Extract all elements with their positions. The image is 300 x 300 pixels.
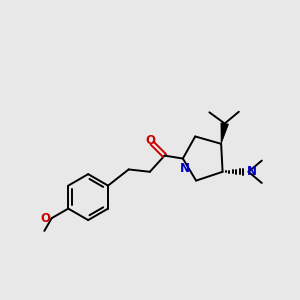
Text: O: O	[41, 212, 51, 225]
Text: N: N	[247, 165, 257, 178]
Text: O: O	[145, 134, 155, 147]
Polygon shape	[221, 123, 229, 144]
Text: N: N	[180, 162, 190, 175]
